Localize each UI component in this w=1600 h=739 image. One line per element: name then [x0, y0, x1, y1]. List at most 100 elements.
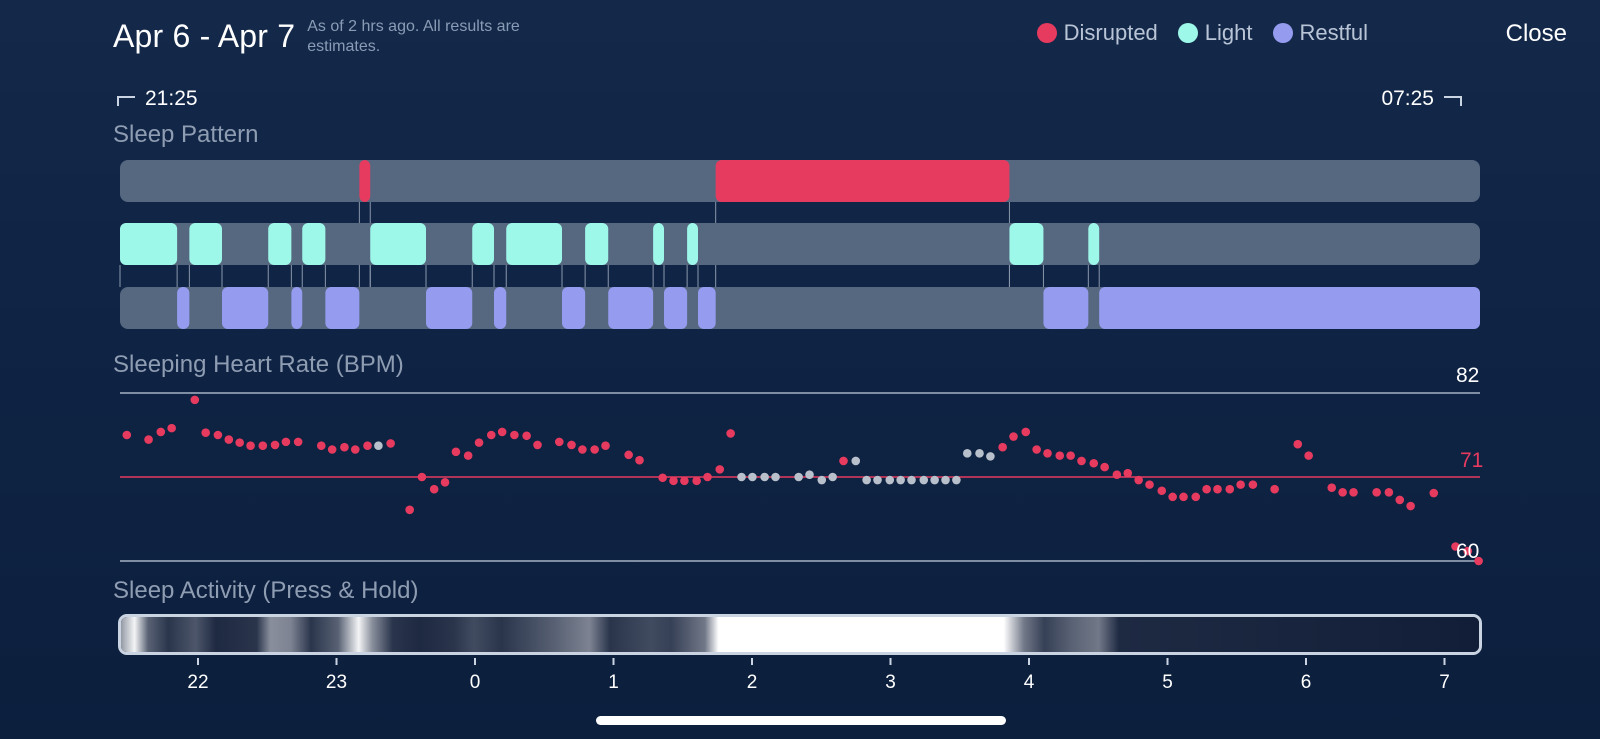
hr-point — [1043, 449, 1052, 458]
hr-point — [235, 438, 244, 447]
segment-disrupted[interactable] — [359, 160, 371, 202]
hr-point — [258, 441, 268, 450]
activity-heatmap — [121, 617, 1479, 652]
time-start-label: 21:25 — [145, 87, 198, 110]
hr-point — [533, 440, 542, 450]
heart-rate-title: Sleeping Heart Rate (BPM) — [113, 351, 404, 378]
hr-point — [1463, 546, 1473, 556]
legend-label: Restful — [1299, 20, 1368, 45]
segment-light[interactable] — [120, 223, 178, 265]
hr-point — [1157, 486, 1167, 496]
hr-point-missing — [737, 472, 746, 482]
segment-restful[interactable] — [325, 287, 360, 329]
segment-restful[interactable] — [177, 287, 190, 329]
hr-point — [1338, 487, 1347, 497]
segment-restful[interactable] — [426, 287, 473, 329]
segment-light[interactable] — [268, 223, 292, 265]
heart-rate-chart[interactable] — [0, 0, 1600, 580]
hr-point — [144, 435, 153, 444]
hr-point-missing — [374, 441, 383, 450]
hr-point — [1213, 484, 1222, 494]
segment-light[interactable] — [585, 223, 609, 265]
hr-point-missing — [896, 475, 905, 485]
hr-point-missing — [873, 475, 882, 485]
close-button[interactable]: Close — [1505, 20, 1567, 47]
hr-point — [327, 445, 337, 454]
hr-point — [1372, 487, 1381, 497]
segment-light[interactable] — [189, 223, 222, 265]
home-indicator[interactable] — [596, 716, 1006, 725]
hr-point — [316, 441, 326, 450]
header: Apr 6 - Apr 7 As of 2 hrs ago. All resul… — [113, 14, 547, 58]
restful-dot-icon — [1272, 23, 1293, 43]
segment-restful[interactable] — [562, 287, 586, 329]
hr-point-missing — [986, 452, 995, 461]
hr-point — [1066, 451, 1075, 460]
hr-point — [1474, 556, 1483, 566]
hr-point — [190, 395, 200, 405]
hr-point — [1134, 475, 1143, 485]
hr-point — [1236, 480, 1245, 489]
hr-point — [1179, 492, 1188, 502]
hr-point — [405, 505, 414, 515]
hr-point-missing — [941, 475, 950, 485]
hr-point — [486, 430, 496, 440]
hr-point — [1112, 470, 1122, 480]
hour-tick-label: 3 — [885, 672, 896, 693]
hr-point — [246, 441, 255, 450]
segment-light[interactable] — [302, 223, 326, 265]
hr-tick-min: 60 — [1456, 540, 1480, 563]
segment-restful[interactable] — [1043, 287, 1089, 329]
segment-restful[interactable] — [608, 287, 654, 329]
segment-restful[interactable] — [222, 287, 269, 329]
hr-point — [363, 441, 372, 450]
segment-restful[interactable] — [664, 287, 688, 329]
hr-point — [1009, 432, 1018, 441]
hr-point — [624, 450, 633, 460]
hr-point-missing — [862, 475, 871, 485]
sleep-pattern-title: Sleep Pattern — [113, 121, 259, 148]
hr-point — [386, 439, 395, 448]
hr-point — [692, 476, 701, 486]
segment-disrupted[interactable] — [715, 160, 1010, 202]
segment-restful[interactable] — [494, 287, 507, 329]
hr-point-missing — [760, 472, 769, 482]
hr-point — [1406, 501, 1415, 511]
segment-light[interactable] — [506, 223, 562, 265]
hr-point-missing — [828, 472, 837, 482]
hr-point — [1304, 451, 1313, 460]
hr-point — [1384, 487, 1394, 497]
segment-light[interactable] — [370, 223, 426, 265]
segment-light[interactable] — [472, 223, 494, 265]
segment-restful[interactable] — [1099, 287, 1480, 329]
hr-point-missing — [907, 475, 916, 485]
hr-point — [703, 472, 712, 482]
hr-point — [680, 476, 689, 486]
date-range[interactable]: Apr 6 - Apr 7 — [113, 18, 296, 54]
segment-light[interactable] — [1009, 223, 1044, 265]
hr-point-missing — [771, 472, 780, 482]
segment-light[interactable] — [1088, 223, 1100, 265]
hr-point — [1225, 484, 1235, 494]
hr-point — [417, 472, 427, 482]
segment-restful[interactable] — [291, 287, 303, 329]
legend-item-restful: Restful — [1272, 20, 1368, 46]
sleep-pattern-chart[interactable] — [0, 0, 1600, 340]
segment-light[interactable] — [653, 223, 664, 265]
hr-point-missing — [885, 475, 895, 485]
hr-point — [281, 437, 291, 447]
sleep-activity-bar[interactable] — [118, 614, 1482, 655]
hr-point — [1293, 439, 1303, 449]
hour-tick-label: 6 — [1301, 672, 1312, 693]
hour-tick-label: 4 — [1024, 672, 1035, 693]
hr-point — [429, 484, 439, 494]
segment-restful[interactable] — [698, 287, 716, 329]
hr-point — [440, 478, 450, 487]
hr-point-missing — [805, 470, 814, 480]
activity-intensity — [121, 617, 1479, 652]
time-end: 07:25 — [1381, 87, 1462, 111]
segment-light[interactable] — [687, 223, 698, 265]
hr-point-missing — [962, 449, 972, 458]
hr-tick-ref: 71 — [1460, 449, 1484, 472]
hour-tick-label: 1 — [608, 672, 619, 693]
